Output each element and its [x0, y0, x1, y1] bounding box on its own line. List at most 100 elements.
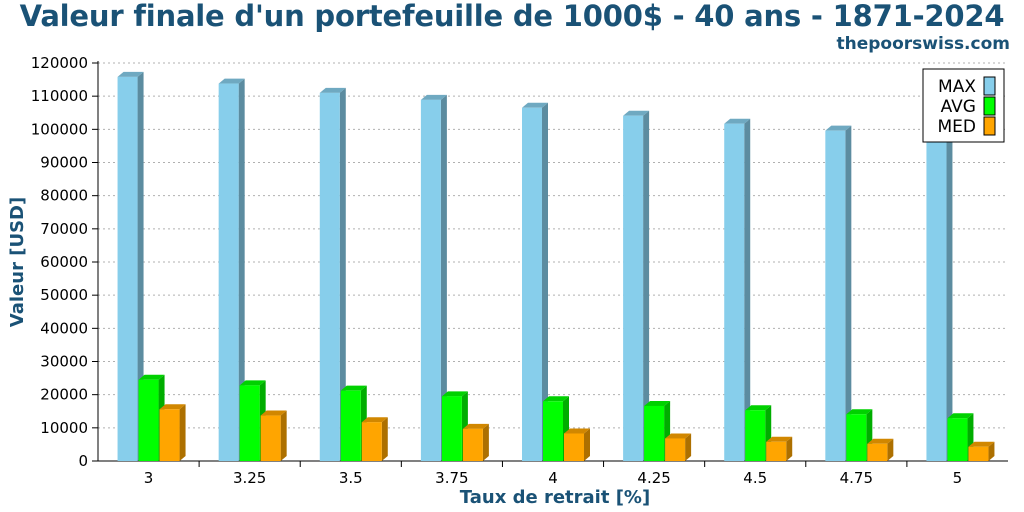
bar-top-max	[623, 110, 650, 116]
bar-avg	[846, 414, 867, 461]
bar-side-max	[946, 134, 953, 462]
legend-swatch-max	[983, 76, 996, 96]
y-tick-label: 40000	[40, 319, 88, 337]
bar-side-max	[137, 71, 144, 462]
bar-med	[159, 409, 180, 461]
bar-top-med	[462, 423, 489, 429]
bar-side-med	[584, 428, 590, 461]
bar-avg	[947, 418, 968, 461]
bar-top-max	[218, 78, 245, 84]
y-tick-label: 20000	[40, 386, 88, 404]
bar-top-med	[665, 433, 692, 439]
bar-max	[117, 76, 138, 462]
x-tick-label: 4.75	[840, 469, 873, 487]
y-tick-label: 50000	[40, 286, 88, 304]
y-tick-label: 90000	[40, 154, 88, 172]
bar-med	[867, 443, 888, 461]
bar-med	[766, 441, 787, 461]
bar-side-med	[482, 423, 489, 461]
bar-top-avg	[846, 409, 873, 415]
x-tick-label: 3	[144, 469, 154, 487]
bar-side-med	[280, 410, 287, 461]
y-tick-label: 60000	[40, 253, 88, 271]
bar-top-med	[159, 404, 186, 410]
bar-side-med	[988, 441, 995, 461]
x-tick-label: 4.5	[743, 469, 767, 487]
bar-max	[825, 130, 846, 461]
x-axis-label: Taux de retrait [%]	[460, 487, 650, 508]
x-tick-label: 4.25	[637, 469, 670, 487]
bar-top-max	[825, 125, 852, 131]
bar-med	[260, 415, 281, 461]
bar-avg	[745, 410, 766, 461]
x-tick-label: 4	[548, 469, 558, 487]
bar-side-med	[381, 417, 388, 461]
y-tick-label: 80000	[40, 187, 88, 205]
bar-side-max	[339, 87, 346, 461]
bar-avg	[138, 379, 159, 461]
bar-med	[564, 433, 584, 461]
y-tick-label: 10000	[40, 419, 88, 437]
bar-side-max	[542, 102, 548, 462]
bar-max	[623, 115, 644, 462]
y-tick-label: 0	[78, 452, 88, 470]
bar-side-med	[179, 404, 186, 461]
bar-avg	[543, 401, 563, 461]
bar-top-max	[522, 102, 548, 108]
bar-top-avg	[138, 374, 165, 380]
bar-top-avg	[947, 413, 974, 419]
bar-avg	[441, 396, 462, 461]
bar-side-max	[744, 118, 751, 461]
legend-label-avg: AVG	[941, 97, 976, 117]
bar-max	[420, 99, 441, 461]
x-tick-label: 3.5	[339, 469, 363, 487]
bar-top-med	[867, 438, 894, 444]
bar-avg	[239, 385, 260, 461]
source-label: thepoorswiss.com	[836, 34, 1011, 54]
y-axis-label: Valeur [USD]	[7, 197, 28, 327]
bar-max	[926, 139, 947, 462]
bar-max	[724, 123, 745, 461]
x-tick-label: 3.75	[435, 469, 468, 487]
bar-top-med	[766, 436, 793, 442]
bar-med	[968, 446, 989, 461]
legend-label-max: MAX	[938, 77, 976, 97]
bar-med	[361, 422, 382, 461]
bar-side-max	[238, 78, 245, 462]
bar-max	[319, 92, 340, 461]
x-tick-label: 5	[953, 469, 963, 487]
bar-top-avg	[745, 405, 772, 411]
y-tick-label: 100000	[31, 120, 88, 138]
bar-top-avg	[340, 385, 367, 391]
bar-top-max	[420, 94, 447, 100]
bar-top-max	[724, 118, 751, 124]
bar-side-med	[685, 433, 692, 461]
bar-max	[522, 107, 542, 462]
chart-title: Valeur finale d'un portefeuille de 1000$…	[19, 0, 1005, 33]
y-tick-label: 30000	[40, 353, 88, 371]
x-tick-label: 3.25	[233, 469, 266, 487]
bar-side-max	[440, 94, 447, 461]
bar-med	[665, 438, 686, 461]
bar-top-avg	[239, 380, 266, 386]
bar-top-max	[319, 87, 346, 93]
bar-top-med	[361, 417, 388, 423]
y-tick-label: 110000	[31, 87, 88, 105]
bar-max	[218, 83, 239, 462]
bar-med	[462, 428, 483, 461]
bar-top-max	[117, 71, 144, 77]
y-tick-label: 120000	[31, 54, 88, 72]
y-tick-label: 70000	[40, 220, 88, 238]
bar-side-med	[887, 438, 894, 461]
bar-side-med	[786, 436, 793, 461]
bar-avg	[644, 405, 665, 461]
legend-label-med: MED	[938, 117, 977, 137]
bar-top-avg	[441, 391, 468, 397]
bar-side-max	[643, 110, 650, 462]
legend-swatch-avg	[983, 96, 996, 116]
bar-top-med	[968, 441, 995, 447]
bar-side-max	[845, 125, 852, 461]
bar-top-med	[564, 428, 590, 434]
bar-top-avg	[644, 400, 671, 406]
